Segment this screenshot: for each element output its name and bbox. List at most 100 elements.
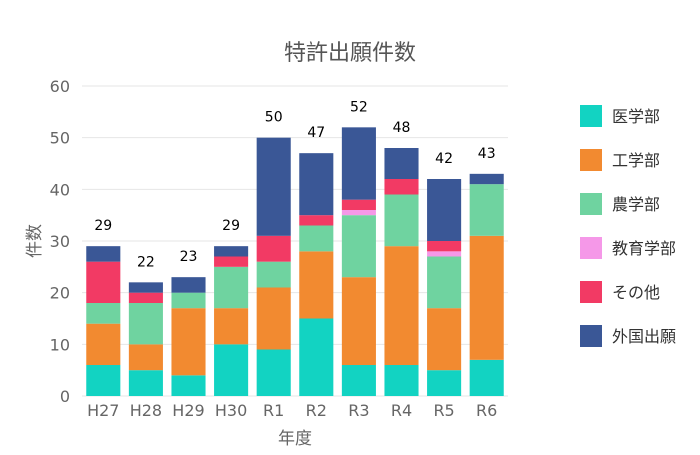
bar-segment (86, 261, 121, 303)
bar-segment (341, 365, 376, 396)
legend-label: 外国出願 (612, 327, 676, 346)
y-tick-label: 20 (50, 284, 70, 303)
legend-swatch (580, 105, 602, 127)
bar-segment (171, 277, 206, 293)
legend-item[interactable]: 工学部 (580, 149, 660, 171)
bar-total-label: 23 (180, 249, 198, 265)
bar-segment (171, 375, 206, 396)
x-tick-label: H27 (87, 401, 119, 420)
bar-segment (256, 261, 291, 288)
y-tick-label: 0 (60, 387, 70, 406)
legend-swatch (580, 281, 602, 303)
bar-segment (341, 277, 376, 365)
y-axis-title: 件数 (25, 224, 45, 258)
bar-totals: 29 22 23 29 50 47 52 48 42 43 (94, 99, 495, 270)
y-tick-label: 10 (50, 335, 70, 354)
bar-segment (299, 215, 334, 226)
bar-segment (214, 344, 249, 396)
bar-total-label: 52 (350, 99, 368, 115)
bar-segment (341, 127, 376, 200)
bar-segment (128, 344, 163, 371)
y-tick-label: 60 (50, 77, 70, 96)
bar-segment (299, 251, 334, 319)
x-tick-label: R2 (306, 401, 327, 420)
bar-total-label: 29 (222, 218, 240, 234)
bar-segment (469, 359, 504, 396)
bars (86, 127, 504, 396)
bar-segment (128, 292, 163, 303)
y-axis-ticks: 0 10 20 30 40 50 60 (50, 77, 70, 406)
bar-segment (214, 266, 249, 309)
bar-segment (128, 303, 163, 345)
bar-total-label: 29 (94, 218, 112, 234)
bar-segment (256, 349, 291, 396)
x-tick-label: R1 (263, 401, 284, 420)
bar-segment (427, 179, 462, 241)
legend-item[interactable]: 教育学部 (580, 237, 676, 259)
bar-segment (427, 256, 462, 309)
legend-label: 医学部 (612, 107, 660, 126)
bar-segment (171, 292, 206, 309)
bar-total-label: 50 (265, 110, 283, 126)
bar-total-label: 43 (478, 146, 496, 162)
bar-segment (427, 370, 462, 396)
x-tick-label: R6 (476, 401, 497, 420)
x-axis-ticks: H27 H28 H29 H30 R1 R2 R3 R4 R5 R6 (87, 401, 497, 420)
x-tick-label: H30 (215, 401, 247, 420)
legend-item[interactable]: その他 (580, 281, 660, 303)
bar-segment (86, 303, 121, 324)
bar-segment (384, 148, 419, 179)
x-tick-label: H28 (130, 401, 162, 420)
bar-segment (427, 241, 462, 252)
bar-segment (86, 246, 121, 262)
x-axis-title: 年度 (278, 429, 312, 449)
x-tick-label: R5 (433, 401, 454, 420)
bar-segment (256, 235, 291, 262)
bar-segment (341, 199, 376, 210)
bar-segment (341, 210, 376, 216)
legend-item[interactable]: 外国出願 (580, 325, 676, 347)
bar-segment (214, 246, 249, 257)
bar-segment (469, 184, 504, 236)
bar-total-label: 42 (435, 151, 453, 167)
legend-label: その他 (612, 283, 660, 302)
chart-title: 特許出願件数 (284, 41, 416, 66)
bar-segment (128, 370, 163, 396)
y-tick-label: 50 (50, 129, 70, 148)
y-tick-label: 30 (50, 232, 70, 251)
bar-total-label: 48 (393, 120, 411, 136)
legend-swatch (580, 149, 602, 171)
bar-segment (299, 225, 334, 252)
bar-segment (427, 308, 462, 371)
bar-segment (469, 173, 504, 185)
bar-segment (86, 365, 121, 396)
bar-segment (299, 318, 334, 396)
legend-swatch (580, 237, 602, 259)
bar-segment (214, 308, 249, 345)
bar-segment (384, 365, 419, 396)
legend-label: 農学部 (612, 195, 660, 214)
bar-segment (384, 246, 419, 365)
x-tick-label: H29 (172, 401, 204, 420)
legend-label: 教育学部 (612, 239, 676, 258)
bar-segment (256, 137, 291, 236)
legend-label: 工学部 (612, 151, 660, 170)
bar-segment (128, 282, 163, 293)
x-tick-label: R4 (391, 401, 412, 420)
bar-total-label: 22 (137, 254, 155, 270)
legend-item[interactable]: 医学部 (580, 105, 660, 127)
bar-segment (427, 251, 462, 257)
bar-segment (469, 235, 504, 360)
bar-segment (171, 308, 206, 376)
y-tick-label: 40 (50, 180, 70, 199)
legend-item[interactable]: 農学部 (580, 193, 660, 215)
bar-segment (86, 323, 121, 365)
bar-total-label: 47 (307, 125, 325, 141)
bar-segment (299, 153, 334, 216)
bar-segment (341, 215, 376, 278)
bar-segment (214, 256, 249, 267)
legend-swatch (580, 325, 602, 347)
x-tick-label: R3 (348, 401, 369, 420)
